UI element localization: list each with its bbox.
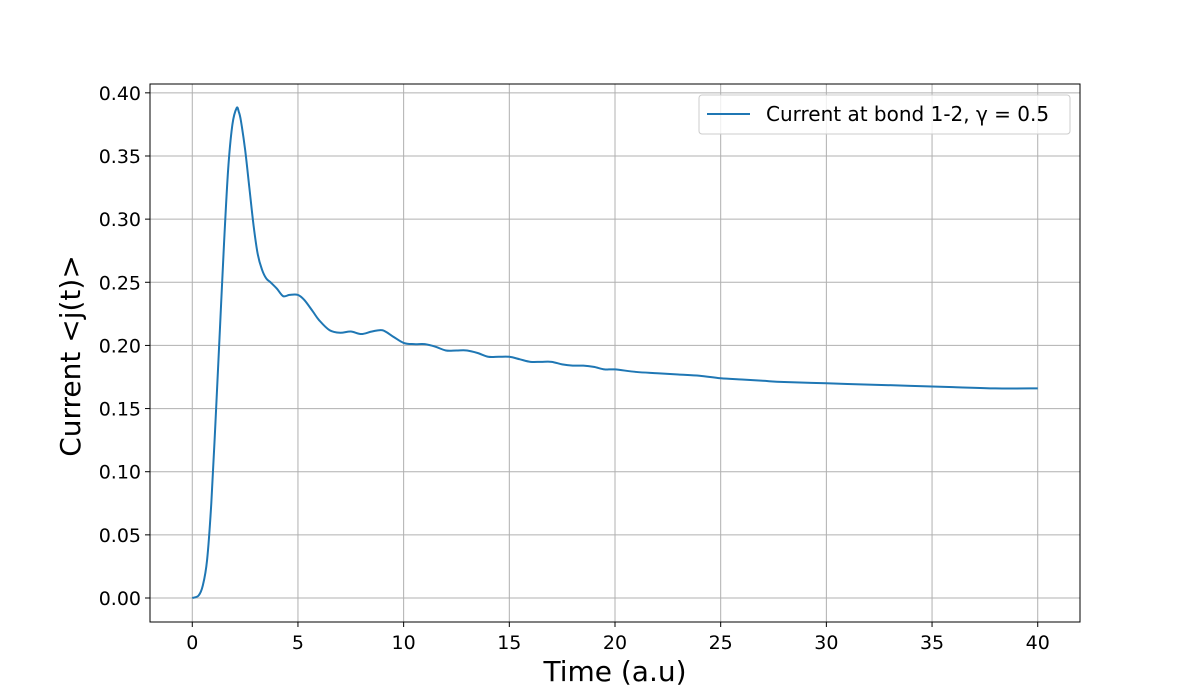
plot-frame (149, 83, 1081, 623)
x-tick-label: 25 (709, 632, 733, 654)
x-tick-label: 5 (292, 632, 304, 654)
y-tick-label: 0.30 (99, 209, 141, 231)
y-tick-label: 0.35 (99, 146, 141, 168)
legend-label: Current at bond 1-2, γ = 0.5 (766, 102, 1049, 126)
x-tick-label: 15 (497, 632, 521, 654)
ticks: 0 5 10 15 20 25 30 35 40 0.00 0.05 0.10 0.15 0.20 0.25… (99, 83, 1050, 654)
y-tick-label: 0.40 (99, 83, 141, 105)
series-line-current (191, 106, 1038, 599)
y-tick-label: 0.15 (99, 399, 141, 421)
grid (150, 84, 1080, 622)
x-tick-label: 35 (920, 632, 944, 654)
x-axis-label: Time (a.u) (542, 655, 686, 688)
y-axis-label: Current <j(t)> (54, 255, 87, 457)
x-tick-label: 30 (814, 632, 838, 654)
y-tick-label: 0.05 (99, 525, 141, 547)
x-tick-label: 0 (186, 632, 198, 654)
series-layer (191, 106, 1038, 599)
x-tick-label: 10 (392, 632, 416, 654)
legend: Current at bond 1-2, γ = 0.5 (698, 94, 1071, 135)
x-tick-label: 40 (1026, 632, 1050, 654)
y-tick-label: 0.10 (99, 462, 141, 484)
y-tick-label: 0.20 (99, 335, 141, 357)
x-tick-label: 20 (603, 632, 627, 654)
y-tick-label: 0.25 (99, 272, 141, 294)
legend-box (698, 94, 1071, 135)
y-tick-label: 0.00 (99, 588, 141, 610)
